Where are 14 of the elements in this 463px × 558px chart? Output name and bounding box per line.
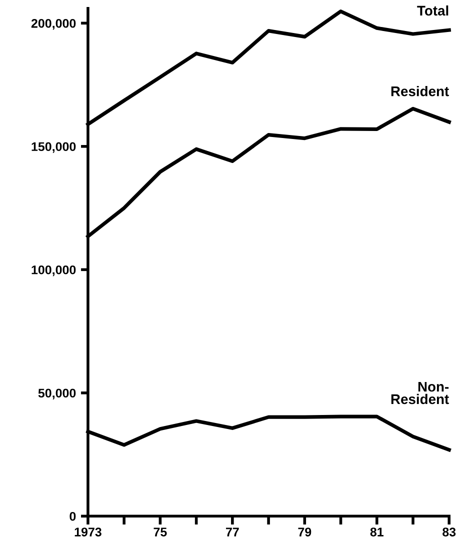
y-tick-label: 200,000 bbox=[31, 18, 76, 30]
x-tick-label: 83 bbox=[442, 528, 456, 536]
x-tick-label: 1973 bbox=[74, 528, 102, 536]
x-tick-label: 77 bbox=[226, 528, 239, 536]
y-tick-label: 150,000 bbox=[32, 142, 76, 153]
x-tick-label: 75 bbox=[154, 528, 167, 536]
x-tick-label: 81 bbox=[370, 528, 384, 536]
y-tick-label: 50,000 bbox=[38, 388, 76, 400]
x-tick-label: 79 bbox=[298, 528, 312, 536]
series-label: Non- Resident bbox=[391, 382, 449, 404]
y-tick-label: 0 bbox=[70, 512, 76, 521]
series-label: Total bbox=[417, 5, 448, 16]
series-label: Resident bbox=[391, 86, 449, 96]
y-tick-label: 100,000 bbox=[32, 265, 76, 276]
